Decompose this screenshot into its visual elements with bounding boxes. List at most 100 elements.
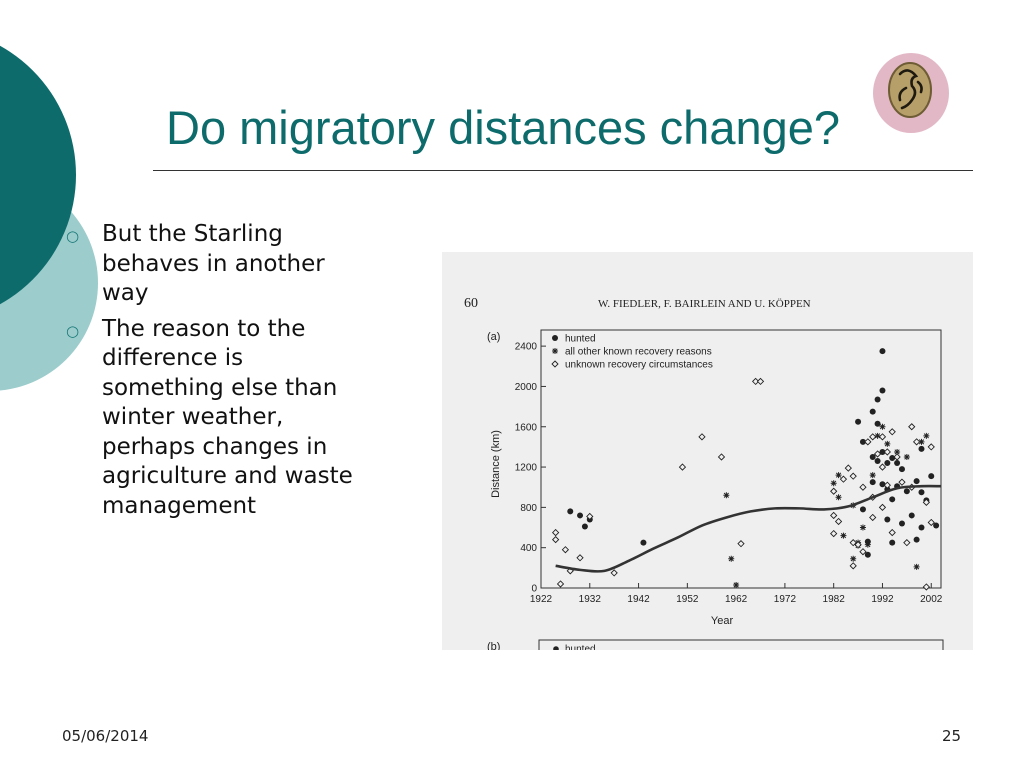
x-tick-label: 1992	[871, 594, 894, 605]
unknown-circumstance-point	[717, 453, 726, 461]
circle-bullet-icon: ○	[66, 321, 80, 340]
known-reason-point	[850, 555, 857, 562]
bullet-list: ○ But the Starling behaves in another wa…	[60, 220, 360, 527]
known-reason-point	[723, 492, 730, 499]
hunted-point	[879, 348, 886, 355]
y-axis-ticks: 0 400 800 1200 1600 2000 2400	[515, 342, 546, 595]
known-reason-point	[864, 541, 871, 548]
hunted-point	[859, 438, 866, 445]
hunted-point	[879, 481, 886, 488]
unknown-circumstance-point	[698, 433, 706, 441]
y-tick-label: 1600	[515, 422, 538, 433]
x-tick-label: 1932	[579, 594, 602, 605]
hunted-point	[879, 387, 886, 394]
hunted-point	[884, 516, 891, 523]
hunted-point	[889, 539, 896, 546]
known-reason-point	[923, 432, 930, 439]
title-underline	[153, 170, 973, 171]
hunted-point	[889, 496, 896, 503]
unknown-circumstance-point	[922, 498, 931, 506]
y-tick-label: 1200	[515, 463, 538, 474]
unknown-circumstance-point	[878, 463, 887, 471]
legend-label: hunted	[565, 334, 596, 345]
hunted-point	[928, 473, 935, 480]
hunted-point	[869, 453, 876, 460]
unknown-circumstance-point	[888, 428, 896, 436]
unknown-circumstance-point	[849, 472, 857, 480]
x-tick-label: 1952	[676, 594, 699, 605]
hunted-point	[879, 448, 886, 455]
legend-label: all other known recovery reasons	[565, 347, 712, 358]
circle-bullet-icon: ○	[66, 227, 80, 245]
x-tick-label: 1922	[530, 594, 553, 605]
unknown-circumstance-point	[556, 580, 565, 588]
unknown-circumstance-point	[883, 448, 891, 456]
dark-teal-circle	[0, 45, 76, 305]
footer-date: 05/06/2014	[62, 727, 149, 745]
next-panel-legend-marker	[553, 646, 559, 650]
panel-label: (a)	[487, 331, 500, 343]
unknown-circumstance-point	[854, 541, 862, 549]
chart-legend: hunted all other known recovery reasons un…	[551, 334, 713, 371]
unknown-circumstance-point	[878, 503, 887, 512]
unknown-circumstance-point	[849, 539, 857, 547]
bullet-item: ○ But the Starling behaves in another wa…	[60, 220, 360, 309]
hunted-point	[581, 523, 588, 530]
known-reason-point	[835, 494, 842, 501]
trend-line	[555, 484, 942, 573]
hunted-point	[933, 522, 940, 529]
hunted-point	[913, 478, 920, 485]
distance-by-year-chart: 60 W. FIEDLER, F. BAIRLEIN AND U. KÖPPEN…	[464, 296, 944, 650]
known-reason-point	[884, 440, 891, 447]
unknown-circumstance-point	[610, 569, 618, 577]
known-reason-point	[835, 472, 842, 479]
y-tick-label: 0	[531, 584, 537, 595]
unknown-circumstance-point	[878, 433, 887, 441]
x-tick-label: 1942	[627, 594, 650, 605]
y-tick-label: 2400	[515, 342, 538, 353]
known-reason-point	[874, 432, 881, 439]
unknown-circumstance-point	[869, 433, 877, 441]
slide-title: Do migratory distances change?	[166, 101, 841, 154]
data-marks	[551, 348, 942, 591]
hunted-point	[869, 479, 876, 486]
known-reason-point	[879, 423, 886, 430]
x-axis-label: Year	[711, 615, 734, 627]
unknown-circumstance-point	[864, 438, 872, 446]
unknown-circumstance-point	[849, 562, 857, 570]
hunted-point	[869, 408, 876, 415]
bullet-text: The reason to the difference is somethin…	[102, 315, 353, 519]
known-reason-point	[733, 581, 740, 588]
hunted-point	[552, 335, 558, 341]
hunted-point	[894, 460, 901, 467]
unknown-circumstance-point	[844, 464, 852, 472]
slide-corner-decoration	[0, 45, 98, 391]
hunted-point	[567, 508, 574, 515]
unknown-circumstance-point	[737, 540, 745, 548]
page-number: 25	[942, 727, 962, 745]
unknown-circumstance-point	[551, 535, 560, 544]
figure-running-head: W. FIEDLER, F. BAIRLEIN AND U. KÖPPEN	[598, 298, 811, 310]
x-axis-ticks: 1922 1932 1942 1952 1962 1972 1982 1992 2002	[530, 583, 943, 605]
hunted-point	[898, 520, 905, 527]
unknown-circumstance-point	[927, 443, 935, 451]
medallion-inner	[888, 62, 932, 118]
unknown-circumstance-point	[751, 377, 760, 386]
known-reason-point	[830, 480, 837, 487]
plot-frame	[540, 329, 942, 589]
x-tick-label: 1972	[774, 594, 797, 605]
unknown-circumstance-point	[883, 481, 891, 489]
x-tick-label: 2002	[920, 594, 943, 605]
hunted-point	[577, 512, 584, 519]
hunted-point	[874, 396, 881, 403]
known-reason-point	[728, 555, 735, 562]
unknown-circumstance-point	[830, 511, 838, 520]
x-tick-label: 1982	[823, 594, 846, 605]
unknown-circumstance-point	[859, 483, 867, 491]
unknown-circumstance-point	[903, 539, 911, 547]
hunted-point	[918, 489, 925, 496]
unknown-circumstance-point	[551, 360, 559, 368]
unknown-circumstance-point	[898, 478, 906, 486]
hunted-point	[903, 488, 910, 495]
known-reason-point	[840, 532, 847, 539]
